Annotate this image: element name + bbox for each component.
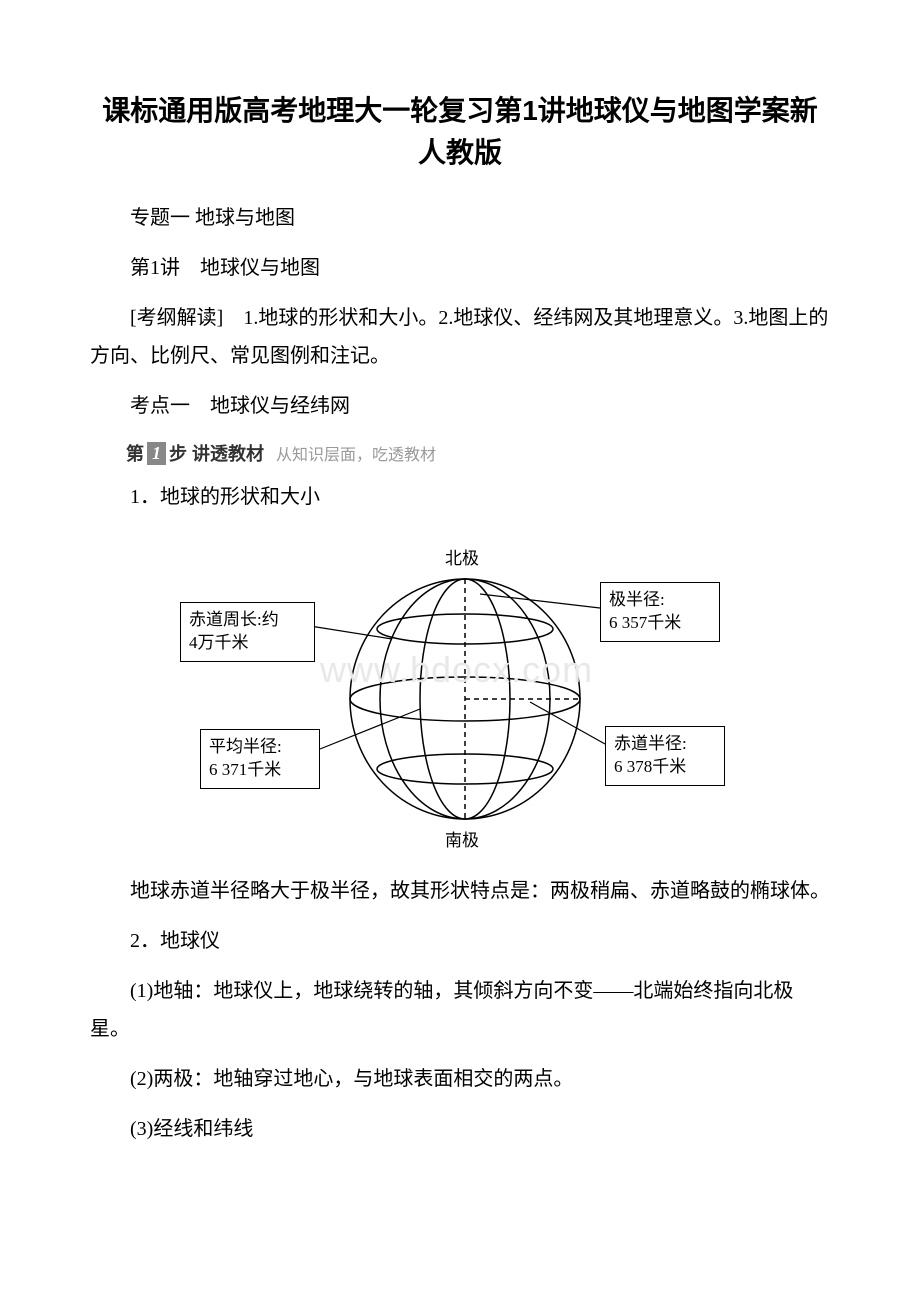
document-title: 课标通用版高考地理大一轮复习第1讲地球仪与地图学案新人教版 <box>90 90 830 174</box>
step-suffix: 步 讲透教材 <box>169 440 264 466</box>
paragraph-lecture: 第1讲 地球仪与地图 <box>90 249 830 287</box>
eq-radius-value: 6 378千米 <box>614 757 686 776</box>
paragraph-outline: [考纲解读] 1.地球的形状和大小。2.地球仪、经纬网及其地理意义。3.地图上的… <box>90 299 830 375</box>
paragraph-keypoint: 考点一 地球仪与经纬网 <box>90 387 830 425</box>
polar-radius-box: 极半径: 6 357千米 <box>600 582 720 642</box>
step-description: 从知识层面，吃透教材 <box>276 441 436 465</box>
equator-circ-value: 4万千米 <box>189 633 249 652</box>
paragraph-shape-size: 1．地球的形状和大小 <box>90 478 830 516</box>
polar-radius-value: 6 357千米 <box>609 613 681 632</box>
equator-circumference-box: 赤道周长:约 4万千米 <box>180 602 315 662</box>
step-header: 第 1 步 讲透教材 从知识层面，吃透教材 <box>126 440 830 466</box>
paragraph-poles: (2)两极：地轴穿过地心，与地球表面相交的两点。 <box>90 1060 830 1098</box>
paragraph-axis: (1)地轴：地球仪上，地球绕转的轴，其倾斜方向不变——北端始终指向北极星。 <box>90 972 830 1048</box>
eq-radius-label: 赤道半径: <box>614 734 687 753</box>
eq-radius-box: 赤道半径: 6 378千米 <box>605 726 725 786</box>
paragraph-shape-desc: 地球赤道半径略大于极半径，故其形状特点是：两极稍扁、赤道略鼓的椭球体。 <box>90 872 830 910</box>
paragraph-topic: 专题一 地球与地图 <box>90 199 830 237</box>
north-pole-label: 北极 <box>445 544 479 569</box>
paragraph-globe-heading: 2．地球仪 <box>90 922 830 960</box>
paragraph-meridians: (3)经线和纬线 <box>90 1110 830 1148</box>
step-number: 1 <box>147 442 166 465</box>
avg-radius-value: 6 371千米 <box>209 760 281 779</box>
step-prefix: 第 <box>126 440 144 466</box>
earth-diagram: www.bdocx.com <box>180 534 740 854</box>
avg-radius-label: 平均半径: <box>209 737 282 756</box>
equator-circ-label: 赤道周长:约 <box>189 610 279 629</box>
avg-radius-box: 平均半径: 6 371千米 <box>200 729 320 789</box>
polar-radius-label: 极半径: <box>609 590 665 609</box>
south-pole-label: 南极 <box>445 826 479 851</box>
